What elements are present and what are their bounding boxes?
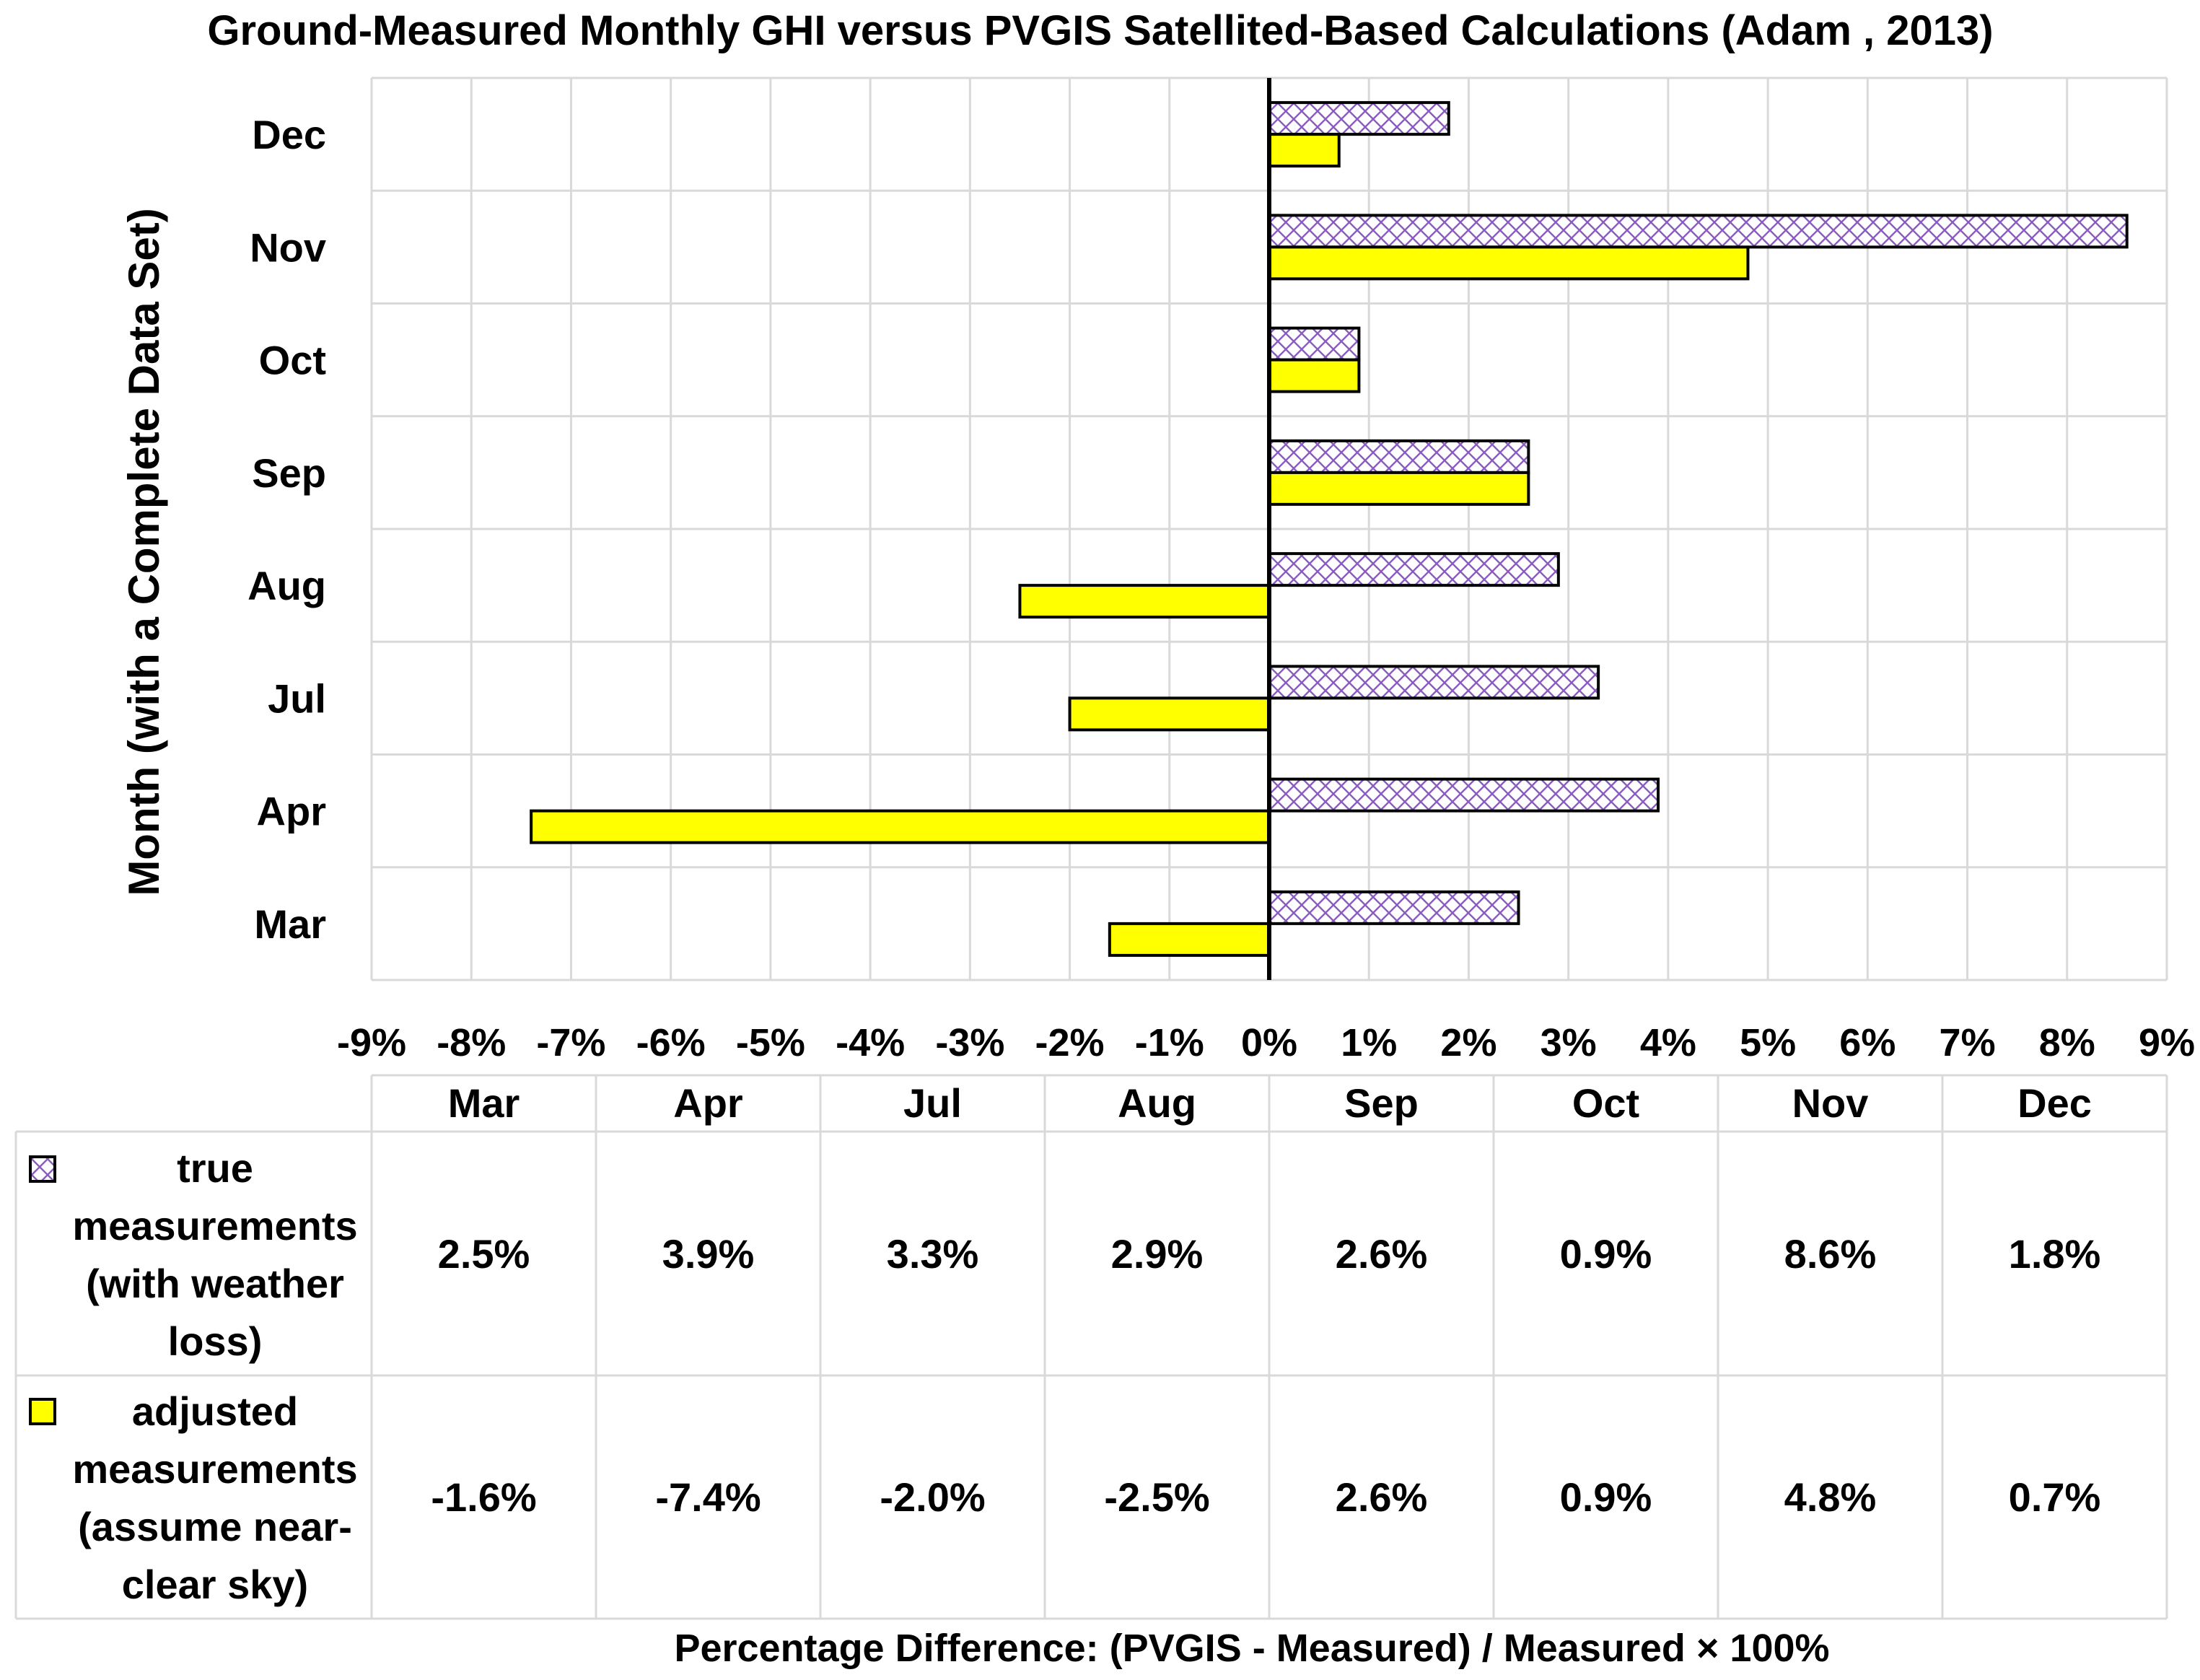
x-tick-label: -3% — [935, 1021, 1004, 1064]
x-tick-label: 1% — [1341, 1021, 1397, 1064]
table-value-adjusted-aug: -2.5% — [1104, 1474, 1209, 1520]
x-tick-label: 3% — [1541, 1021, 1597, 1064]
data-table: Mar 2.5% -1.6% Apr 3.9% -7.4% Jul 3.3% -2.0% Aug 2… — [14, 1074, 2168, 1620]
x-tick-label: -4% — [836, 1021, 905, 1064]
table-header-aug: Aug — [1118, 1080, 1196, 1126]
y-axis-label: Month (with a Complete Data Set) — [120, 208, 168, 896]
legend-line: (with weather — [86, 1261, 344, 1306]
x-axis-label: Percentage Difference: (PVGIS - Measured… — [674, 1627, 1829, 1670]
table-header-dec: Dec — [2017, 1080, 2092, 1126]
table-value-true-aug: 2.9% — [1111, 1231, 1204, 1277]
x-tick-label: 6% — [1839, 1021, 1896, 1064]
table-header-nov: Nov — [1792, 1080, 1869, 1126]
table-header-oct: Oct — [1572, 1080, 1639, 1126]
month-label-nov: Nov — [250, 224, 326, 270]
x-tick-label: 9% — [2139, 1021, 2195, 1064]
legend-line: loss) — [168, 1318, 263, 1364]
table-value-adjusted-nov: 4.8% — [1784, 1474, 1877, 1520]
x-tick-label: -5% — [736, 1021, 805, 1064]
table-value-true-apr: 3.9% — [662, 1231, 755, 1277]
bar-adjusted-dec — [1268, 133, 1341, 168]
table-header-mar: Mar — [448, 1080, 520, 1126]
table-value-adjusted-sep: 2.6% — [1336, 1474, 1428, 1520]
bar-adjusted-nov — [1268, 245, 1750, 281]
bar-true-aug — [1268, 552, 1560, 587]
legend-line: clear sky) — [122, 1562, 308, 1607]
legend-label-true-measurements: true measurements (with weather loss) — [72, 1145, 357, 1364]
bar-adjusted-jul — [1068, 696, 1271, 732]
table-value-adjusted-mar: -1.6% — [431, 1474, 536, 1520]
bar-true-jul — [1268, 665, 1600, 700]
x-tick-labels: -9% -8% -7% -6% -5% -4% -3% -2% -1% 0% 1% 2% 3% 4% 5% 6… — [337, 1021, 2195, 1064]
bar-true-dec — [1268, 101, 1450, 136]
table-value-true-nov: 8.6% — [1784, 1231, 1877, 1277]
x-tick-label: -7% — [536, 1021, 605, 1064]
x-tick-label: 5% — [1740, 1021, 1796, 1064]
legend-line: true — [177, 1145, 253, 1191]
bar-adjusted-sep — [1268, 471, 1530, 506]
legend-label-adjusted-measurements: adjusted measurements (assume near-clear s… — [72, 1388, 357, 1607]
table-header-sep: Sep — [1344, 1080, 1419, 1126]
x-tick-label: 7% — [1940, 1021, 1996, 1064]
bars — [530, 78, 2129, 980]
table-value-adjusted-oct: 0.9% — [1560, 1474, 1652, 1520]
x-tick-label: -8% — [437, 1021, 506, 1064]
y-tick-labels: Mar Apr Jul Aug Sep Oct Nov Dec — [247, 112, 326, 947]
x-tick-label: -6% — [636, 1021, 706, 1064]
legend-line: measurements — [72, 1446, 357, 1492]
table-value-adjusted-jul: -2.0% — [880, 1474, 985, 1520]
x-tick-label: 8% — [2039, 1021, 2095, 1064]
table-value-true-mar: 2.5% — [438, 1231, 530, 1277]
table-value-true-sep: 2.6% — [1336, 1231, 1428, 1277]
month-label-sep: Sep — [252, 450, 326, 496]
legend-key-true-measurements — [29, 1155, 56, 1183]
chart-title: Ground-Measured Monthly GHI versus PVGIS… — [207, 7, 1993, 54]
x-tick-label: 4% — [1640, 1021, 1696, 1064]
month-label-apr: Apr — [257, 789, 326, 834]
month-label-dec: Dec — [252, 112, 326, 157]
legend-line: measurements — [72, 1203, 357, 1248]
month-label-mar: Mar — [254, 901, 326, 947]
table-value-true-jul: 3.3% — [887, 1231, 979, 1277]
bar-true-nov — [1268, 214, 2129, 249]
x-tick-label: -9% — [337, 1021, 406, 1064]
table-value-adjusted-apr: -7.4% — [655, 1474, 761, 1520]
bar-adjusted-aug — [1018, 584, 1271, 619]
table-header-apr: Apr — [673, 1080, 742, 1126]
bar-true-sep — [1268, 439, 1530, 474]
bar-true-apr — [1268, 777, 1660, 813]
table-header-jul: Jul — [903, 1080, 962, 1126]
month-label-jul: Jul — [268, 675, 326, 721]
legend-key-adjusted-measurements — [29, 1398, 56, 1425]
table-value-adjusted-dec: 0.7% — [2009, 1474, 2101, 1520]
bar-adjusted-oct — [1268, 358, 1361, 393]
bar-true-mar — [1268, 890, 1520, 925]
bar-true-oct — [1268, 326, 1361, 362]
table-value-true-oct: 0.9% — [1560, 1231, 1652, 1277]
table-value-true-dec: 1.8% — [2009, 1231, 2101, 1277]
month-label-aug: Aug — [247, 563, 326, 608]
x-tick-label: -1% — [1135, 1021, 1204, 1064]
legend-line: (assume near- — [78, 1504, 352, 1549]
x-tick-label: 2% — [1440, 1021, 1496, 1064]
legend-line: adjusted — [132, 1388, 298, 1434]
x-tick-label: -2% — [1035, 1021, 1105, 1064]
x-tick-label: 0% — [1241, 1021, 1297, 1064]
bar-adjusted-apr — [530, 809, 1271, 844]
month-label-oct: Oct — [259, 338, 326, 383]
bar-adjusted-mar — [1108, 922, 1271, 957]
